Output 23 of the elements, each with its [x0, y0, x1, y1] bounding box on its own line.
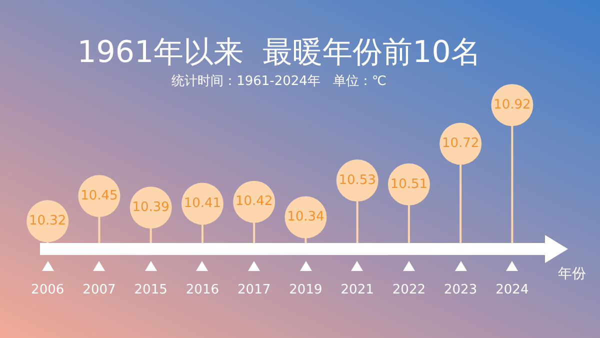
- data-label: 10.39: [132, 200, 170, 216]
- x-tick-label: 2023: [444, 282, 478, 298]
- x-axis-title: 年份: [558, 266, 586, 282]
- data-label: 10.32: [28, 214, 66, 229]
- data-label: 10.53: [338, 172, 376, 188]
- chart-subtitle: 统计时间：1961-2024年 单位：℃: [172, 74, 386, 90]
- x-tick-label: 2022: [392, 282, 426, 298]
- x-tick-label: 2016: [186, 282, 220, 298]
- x-tick-label: 2024: [496, 282, 529, 298]
- x-tick-label: 2007: [82, 282, 116, 298]
- data-label: 10.72: [442, 136, 480, 152]
- data-label: 10.51: [390, 176, 428, 192]
- x-tick-label: 2017: [238, 282, 271, 298]
- data-label: 10.92: [494, 97, 531, 112]
- x-tick-label: 2019: [289, 282, 322, 298]
- x-tick-label: 2015: [134, 282, 168, 298]
- chart-title: 1961年以来 最暖年份前10名: [77, 34, 481, 70]
- x-tick-label: 2021: [340, 282, 374, 298]
- data-label: 10.34: [287, 210, 324, 225]
- data-label: 10.42: [235, 194, 273, 210]
- x-tick-label: 2006: [31, 282, 64, 298]
- data-label: 10.41: [184, 196, 222, 212]
- data-label: 10.45: [80, 188, 118, 204]
